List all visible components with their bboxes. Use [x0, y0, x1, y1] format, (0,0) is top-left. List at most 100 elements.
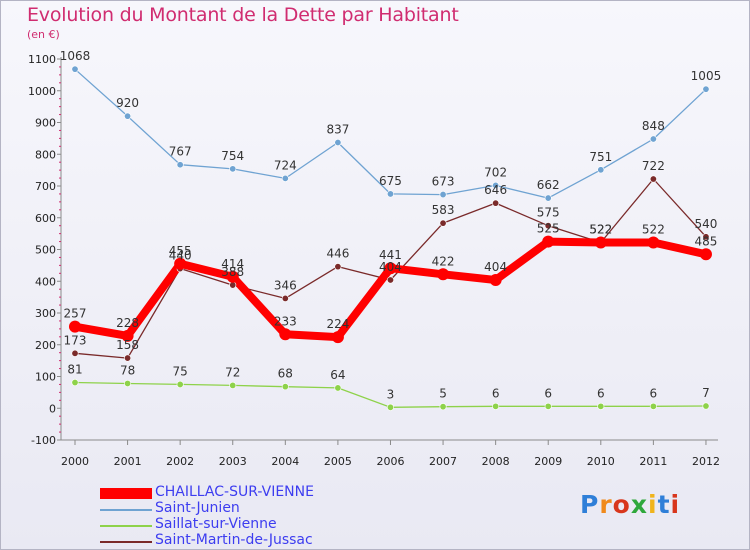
y-tick-label: 0 — [49, 402, 56, 415]
value-label-3: 722 — [642, 159, 665, 173]
value-label-2: 78 — [120, 363, 135, 377]
value-label-2: 5 — [439, 387, 447, 401]
value-label-1: 1068 — [60, 49, 91, 63]
value-label-1: 1005 — [691, 69, 722, 83]
data-point-2 — [229, 381, 237, 389]
data-point-1 — [386, 190, 394, 198]
value-label-0: 522 — [589, 223, 612, 237]
series-points — [69, 65, 712, 411]
x-tick-label: 2001 — [114, 455, 142, 468]
value-label-0: 228 — [116, 316, 139, 330]
x-tick-label: 2002 — [166, 455, 194, 468]
value-label-3: 158 — [116, 338, 139, 352]
value-label-1: 754 — [221, 149, 244, 163]
y-tick-label: 600 — [35, 212, 56, 225]
value-label-3: 446 — [326, 247, 349, 261]
data-point-3 — [649, 175, 657, 183]
data-point-2 — [544, 402, 552, 410]
data-point-2 — [649, 402, 657, 410]
data-point-2 — [702, 402, 710, 410]
y-tick-label: 200 — [35, 339, 56, 352]
value-label-3: 388 — [221, 265, 244, 279]
data-point-3 — [439, 219, 447, 227]
value-label-1: 724 — [274, 158, 297, 172]
proxiti-logo: Proxiti — [580, 490, 681, 519]
data-point-3 — [281, 294, 289, 302]
data-point-0 — [279, 328, 292, 341]
data-point-0 — [594, 236, 607, 249]
value-label-2: 75 — [173, 364, 188, 378]
y-tick-label: 900 — [35, 117, 56, 130]
value-label-2: 81 — [67, 363, 82, 377]
data-point-1 — [71, 65, 79, 73]
data-point-3 — [544, 222, 552, 230]
data-point-2 — [281, 383, 289, 391]
value-label-1: 673 — [432, 175, 455, 189]
data-point-2 — [71, 379, 79, 387]
value-label-3: 404 — [379, 260, 402, 274]
data-point-3 — [229, 281, 237, 289]
value-label-2: 6 — [544, 386, 552, 400]
value-label-1: 767 — [169, 145, 192, 159]
value-label-2: 6 — [597, 386, 605, 400]
data-point-2 — [334, 384, 342, 392]
y-tick-label: 300 — [35, 307, 56, 320]
data-point-2 — [492, 402, 500, 410]
value-label-1: 920 — [116, 96, 139, 110]
data-point-0 — [174, 257, 187, 270]
y-tick-label: 800 — [35, 148, 56, 161]
legend-label-saint-martin: Saint-Martin-de-Jussac — [155, 532, 313, 548]
value-label-2: 72 — [225, 365, 240, 379]
data-point-3 — [492, 199, 500, 207]
data-point-3 — [386, 276, 394, 284]
data-point-1 — [597, 166, 605, 174]
value-label-1: 702 — [484, 165, 507, 179]
data-point-3 — [124, 354, 132, 362]
x-tick-label: 2008 — [482, 455, 510, 468]
value-label-3: 346 — [274, 278, 297, 292]
data-point-2 — [597, 402, 605, 410]
value-label-0: 455 — [169, 244, 192, 258]
legend-label-chaillac: CHAILLAC-SUR-VIENNE — [155, 484, 314, 500]
y-tick-label: 400 — [35, 275, 56, 288]
x-tick-label: 2009 — [534, 455, 562, 468]
value-label-3: 583 — [432, 203, 455, 217]
legend-swatch-chaillac — [100, 488, 152, 499]
value-label-2: 6 — [650, 386, 658, 400]
x-tick-label: 2003 — [219, 455, 247, 468]
axes: -100 0 100 200 300 400 500 600 700 800 900 1000 1100… — [28, 53, 720, 468]
data-point-0 — [699, 248, 712, 261]
legend-swatch-saint-junien — [100, 509, 152, 511]
data-point-0 — [69, 320, 81, 333]
data-point-0 — [384, 262, 397, 275]
value-label-0: 257 — [64, 307, 87, 321]
value-label-3: 522 — [589, 223, 612, 237]
value-label-0: 485 — [695, 234, 718, 248]
value-label-0: 233 — [274, 314, 297, 328]
legend-swatch-saint-martin — [100, 541, 152, 543]
value-label-0: 404 — [484, 260, 507, 274]
value-label-3: 540 — [695, 217, 718, 231]
value-label-3: 173 — [64, 333, 87, 347]
y-tick-label: 500 — [35, 244, 56, 257]
value-label-1: 662 — [537, 178, 560, 192]
value-label-0: 224 — [326, 317, 349, 331]
data-point-2 — [124, 379, 132, 387]
data-point-2 — [386, 403, 394, 411]
legend-label-saint-junien: Saint-Junien — [155, 500, 240, 516]
data-point-0 — [647, 236, 660, 249]
data-point-1 — [124, 112, 132, 120]
value-label-0: 441 — [379, 248, 402, 262]
x-tick-label: 2004 — [271, 455, 299, 468]
value-label-2: 7 — [702, 386, 710, 400]
data-point-1 — [176, 161, 184, 169]
data-point-1 — [544, 194, 552, 202]
x-tick-label: 2007 — [429, 455, 457, 468]
chart-title: Evolution du Montant de la Dette par Hab… — [27, 4, 459, 26]
value-label-3: 440 — [169, 249, 192, 263]
value-label-1: 675 — [379, 174, 402, 188]
y-tick-label: 1100 — [28, 53, 56, 66]
x-tick-label: 2005 — [324, 455, 352, 468]
y-tick-label: 700 — [35, 180, 56, 193]
